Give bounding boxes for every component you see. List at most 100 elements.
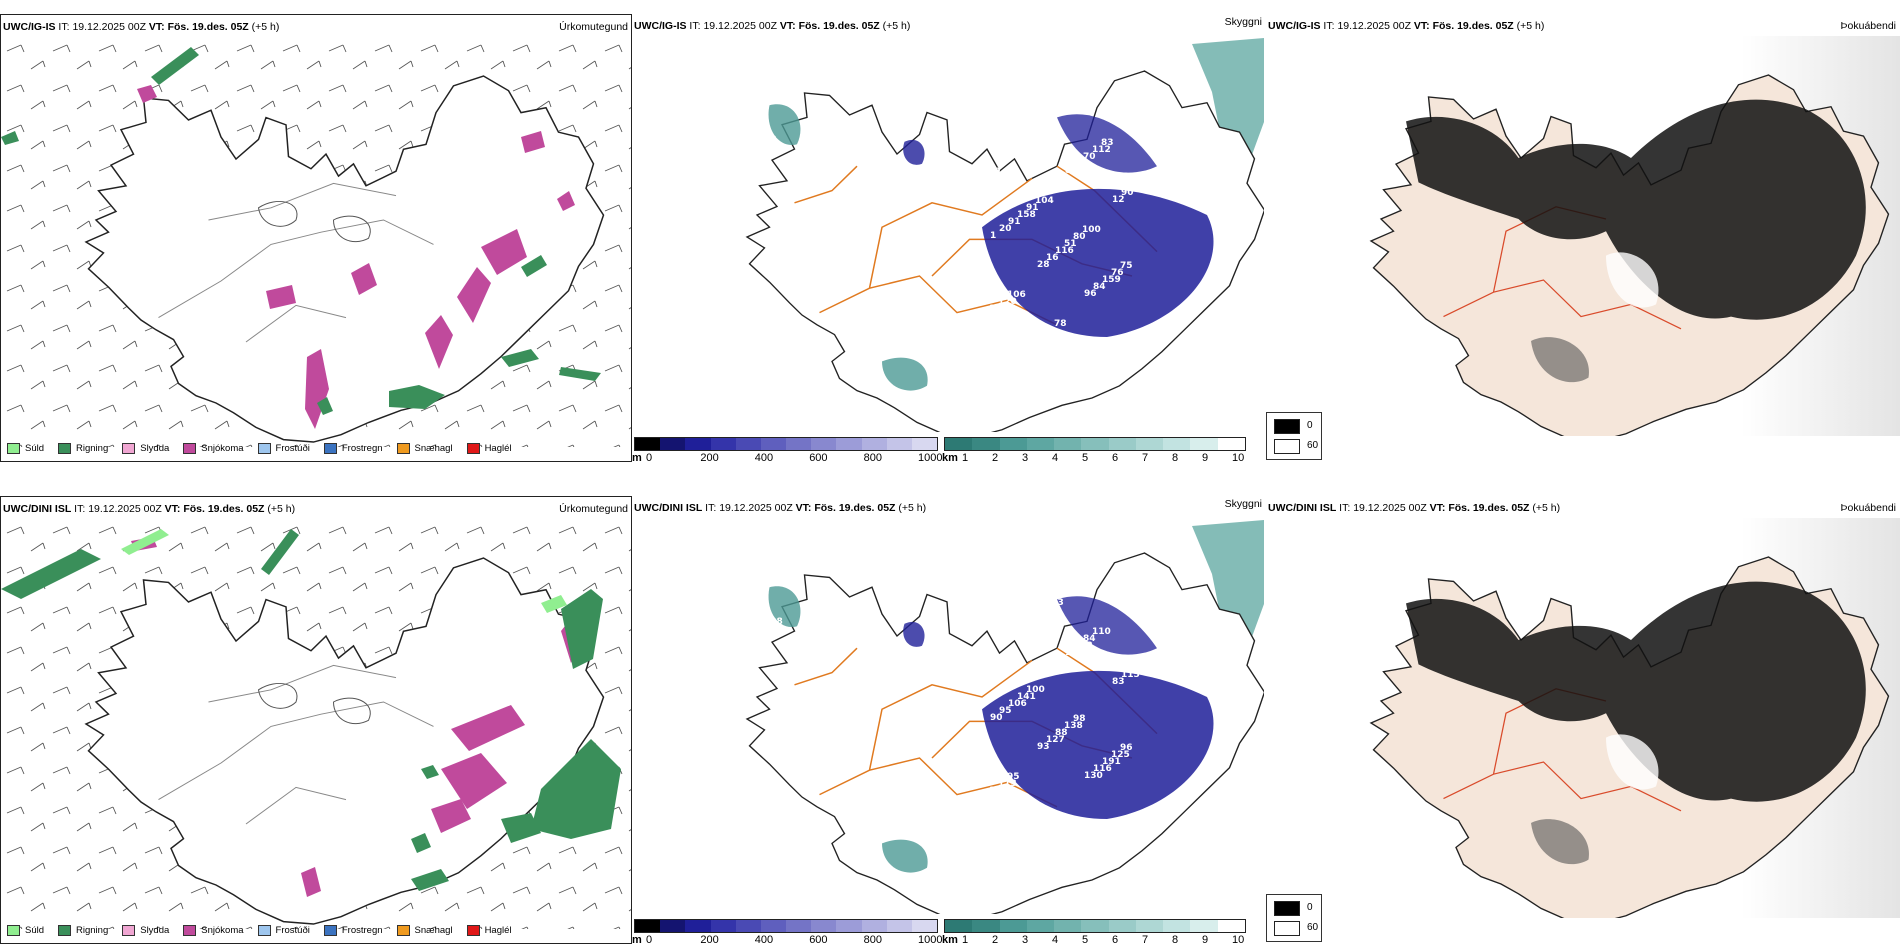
cloud-base-label: 125 xyxy=(1111,750,1130,760)
cloud-base-label: 130 xyxy=(1084,771,1103,781)
colorbar-segment xyxy=(685,920,711,932)
cloud-base-label: 102 xyxy=(1074,641,1093,651)
scale-unit: m xyxy=(632,452,642,464)
precip-map xyxy=(1,37,631,447)
colorbar-segment xyxy=(911,920,938,932)
colorbar-segment xyxy=(1217,438,1245,450)
legend-swatch xyxy=(58,443,72,454)
drizzle-areas xyxy=(121,529,567,613)
scale-tick: 10 xyxy=(1232,934,1245,946)
cloud-base-label: 98 xyxy=(1073,714,1086,724)
cloud-base-label: 83 xyxy=(1101,138,1114,148)
legend-label: Haglél xyxy=(484,443,512,454)
it-value: 19.12.2025 00Z xyxy=(703,20,777,32)
legend-swatch xyxy=(183,443,197,454)
scale-tick: 6 xyxy=(1112,452,1119,464)
legend-swatch xyxy=(58,925,72,936)
colorbar-segment xyxy=(999,920,1027,932)
it-value: 19.12.2025 00Z xyxy=(719,502,793,514)
colorbar-segment xyxy=(685,438,711,450)
vt-value: Fös. 19.des. 05Z xyxy=(1448,502,1530,514)
legend-item: Súld xyxy=(7,925,44,936)
cloud-base-label: 97 xyxy=(1036,605,1049,615)
colorbar-segment xyxy=(1217,920,1245,932)
cloud-base-colorbar xyxy=(634,437,938,451)
cloud-base-label: 100 xyxy=(1026,685,1045,695)
vt-value: Fös. 19.des. 05Z xyxy=(798,20,880,32)
legend-label: Súld xyxy=(25,443,45,454)
colorbar-segment xyxy=(1026,920,1055,932)
cloud-base-label: 16 xyxy=(1046,253,1059,263)
cloud-base-label: 103 xyxy=(1036,123,1055,133)
legend-swatch xyxy=(122,925,136,936)
colorbar-segment xyxy=(1054,438,1082,450)
colorbar-segment xyxy=(710,920,736,932)
legend-label: Snjókoma xyxy=(201,925,244,936)
fog-map xyxy=(1264,518,1900,918)
legend-item: Snjókoma xyxy=(183,925,244,936)
cloud-base-label: 116 xyxy=(1093,764,1112,774)
fog-panel-1: UWC/IG-IS IT: 19.12.2025 00Z VT: Fös. 19… xyxy=(1264,14,1900,462)
precip-panel-1: UWC/IG-IS IT: 19.12.2025 00Z VT: Fös. 19… xyxy=(0,14,632,462)
legend-item: Rigning xyxy=(58,925,108,936)
legend-swatch xyxy=(323,443,337,454)
colorbar-segment xyxy=(1081,438,1109,450)
scale-tick: 3 xyxy=(1022,452,1029,464)
cloud-base-label: 103 xyxy=(1045,598,1064,608)
precip-panel-2: UWC/DINI ISL IT: 19.12.2025 00Z VT: Fös.… xyxy=(0,496,632,944)
legend-label: Súld xyxy=(25,925,45,936)
scale-tick: 7 xyxy=(1142,934,1149,946)
cloud-base-label: 20 xyxy=(999,224,1012,234)
cloud-base-label: 155 xyxy=(742,577,761,587)
cloud-base-label: 90 xyxy=(1121,188,1134,198)
fog-legend-low: 60 xyxy=(1307,922,1319,933)
legend-swatch xyxy=(257,925,271,936)
cloud-base-label: 138 xyxy=(1064,721,1083,731)
scale-tick: 200 xyxy=(700,934,719,946)
colorbar-segment xyxy=(911,438,938,450)
colorbar-segment xyxy=(836,920,862,932)
cloud-base-label: 120 xyxy=(980,311,999,321)
colorbar-segment xyxy=(635,920,661,932)
colorbar-segment xyxy=(1108,920,1136,932)
scale-tick: 6 xyxy=(1112,934,1119,946)
fog-legend-high: 0 xyxy=(1307,902,1313,913)
snow-areas xyxy=(131,537,587,897)
legend-label: Frostregn xyxy=(341,925,383,936)
legend-label: Slydda xyxy=(140,925,170,936)
colorbar-segment xyxy=(1163,920,1191,932)
cloud-base-label: 108 xyxy=(764,617,783,627)
colorbar-segment xyxy=(760,920,787,932)
cloud-base-label: 152 xyxy=(970,181,989,191)
it-value: 19.12.2025 00Z xyxy=(72,21,146,33)
scale-unit: m xyxy=(632,934,642,946)
panel-header: UWC/DINI ISL IT: 19.12.2025 00Z VT: Fös.… xyxy=(1268,502,1560,515)
cloud-base-label: 100 xyxy=(1065,648,1084,658)
vt-value: Fös. 19.des. 05Z xyxy=(814,502,896,514)
cloud-base-label: 158 xyxy=(1017,210,1036,220)
fog-map xyxy=(1264,36,1900,436)
cloud-base-label: 70 xyxy=(1083,152,1096,162)
cloud-base-label: 106 xyxy=(1007,290,1026,300)
panel-title: Úrkomutegund xyxy=(559,21,628,33)
cloud-base-label: 1 xyxy=(990,231,996,241)
cloud-base-label: 157 xyxy=(1027,612,1046,622)
legend-item: Frostregn xyxy=(323,443,383,454)
legend-label: Rigning xyxy=(76,443,109,454)
cloud-base-label: 93 xyxy=(1037,742,1050,752)
cloud-base-colorbar xyxy=(634,919,938,933)
colorbar-segment xyxy=(735,438,761,450)
model-label: UWC/DINI ISL xyxy=(3,503,72,515)
cloud-base-label: 96 xyxy=(1084,289,1097,299)
legend-swatch xyxy=(396,925,410,936)
cloud-base-label: 32 xyxy=(742,135,755,145)
it-label: IT: xyxy=(689,20,701,32)
cloud-base-label: 112 xyxy=(1092,145,1111,155)
colorbar-segment xyxy=(861,438,887,450)
cloud-base-label: 96 xyxy=(1074,159,1087,169)
legend-swatch xyxy=(7,443,20,454)
lead-time: (+5 h) xyxy=(1516,20,1545,32)
it-value: 19.12.2025 00Z xyxy=(1337,20,1411,32)
legend-swatch xyxy=(183,925,197,936)
model-label: UWC/IG-IS xyxy=(3,21,56,33)
